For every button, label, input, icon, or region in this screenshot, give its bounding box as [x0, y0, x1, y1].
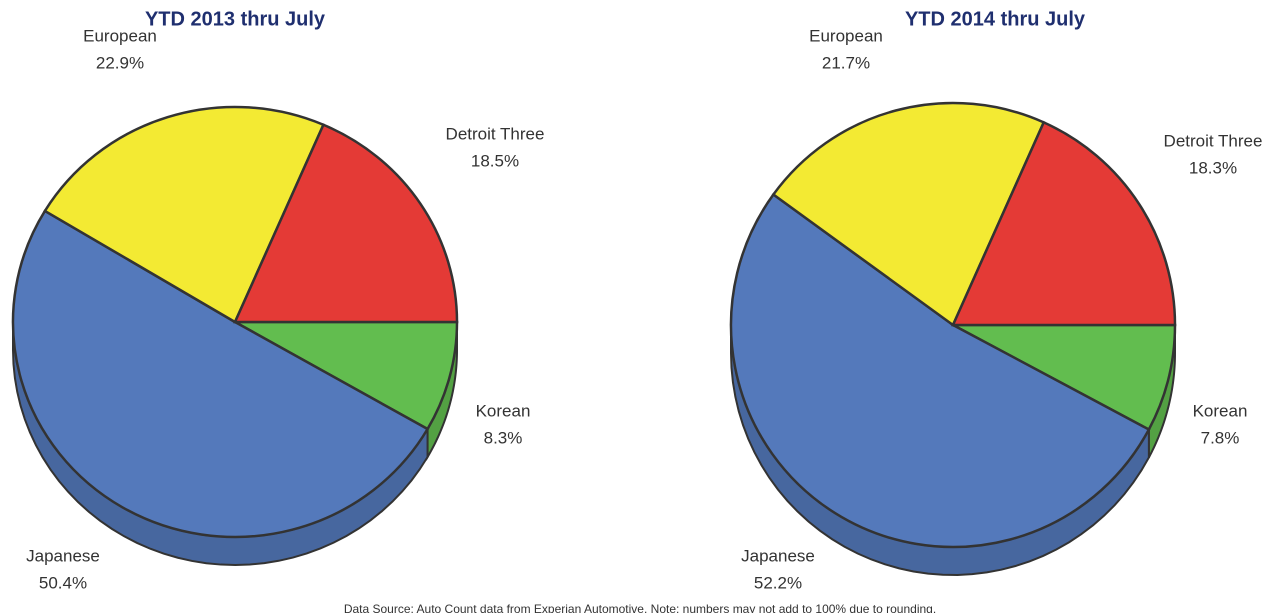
slice [771, 101, 1046, 327]
slice [11, 209, 430, 539]
slice-label: Detroit Three [1164, 131, 1263, 150]
pie [729, 101, 1177, 576]
slice-value: 7.8% [1201, 428, 1240, 447]
slice [951, 120, 1177, 327]
slice-value: 18.3% [1189, 158, 1237, 177]
pie [11, 105, 459, 567]
slice [952, 323, 1177, 432]
slice-label: Korean [1193, 401, 1248, 420]
slice [230, 320, 459, 431]
slice-value: 21.7% [822, 53, 870, 72]
slice-label: European [83, 26, 157, 45]
slice-label: Detroit Three [446, 124, 545, 143]
slice-value: 22.9% [96, 53, 144, 72]
slice-label: Korean [476, 401, 531, 420]
slice-value: 8.3% [484, 428, 523, 447]
slice-value: 50.4% [39, 573, 87, 592]
slice-value: 18.5% [471, 151, 519, 170]
source-note: Data Source: Auto Count data from Experi… [344, 602, 936, 613]
slice [729, 192, 1151, 549]
slice-label: Japanese [26, 546, 100, 565]
slice [233, 123, 459, 324]
slice-label: European [809, 26, 883, 45]
chart-title: YTD 2013 thru July [145, 8, 326, 30]
slice [43, 105, 326, 324]
chart-title: YTD 2014 thru July [905, 8, 1086, 30]
slice-label: Japanese [741, 546, 815, 565]
slice-value: 52.2% [754, 573, 802, 592]
